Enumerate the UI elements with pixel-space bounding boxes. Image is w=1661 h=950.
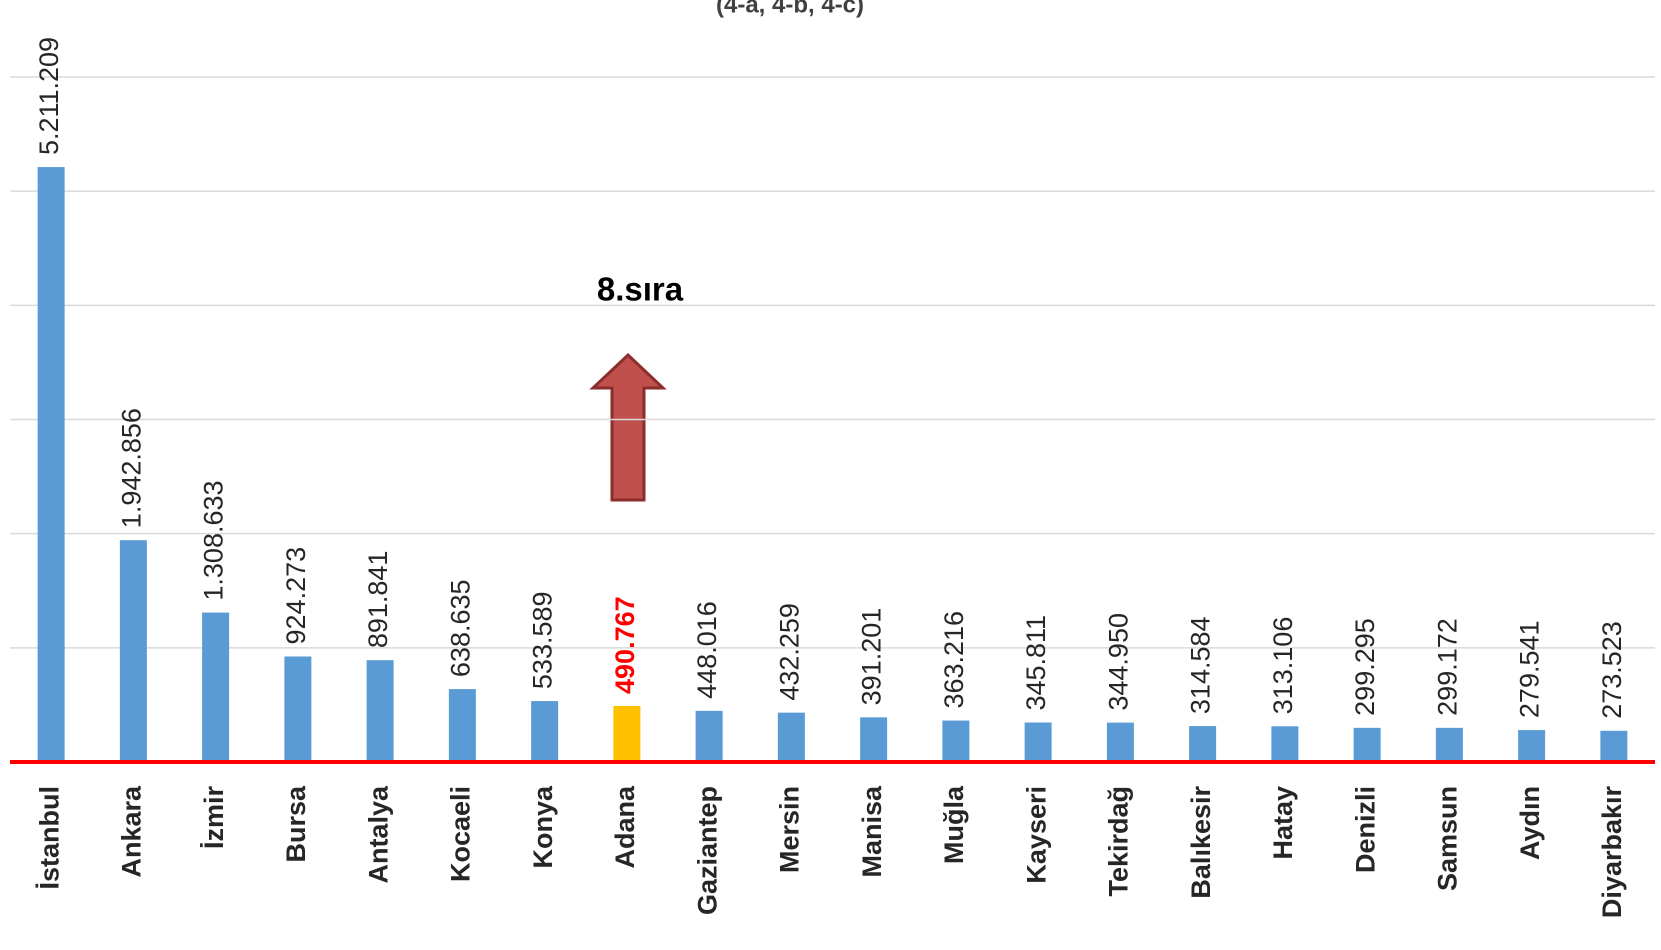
bar [1353,727,1381,762]
value-label: 299.172 [1433,618,1463,716]
value-label: 924.273 [281,547,311,645]
bar [942,720,970,762]
value-label: 299.295 [1350,618,1380,716]
bar [1271,726,1299,762]
value-label: 344.950 [1104,613,1134,711]
x-tick-label: Aydın [1515,786,1545,860]
bar [613,705,641,762]
bar [1518,730,1546,762]
bar [37,167,65,762]
x-tick-label: Ankara [117,785,147,878]
bar [1106,722,1134,762]
bar [1435,727,1463,762]
bar [119,540,147,762]
value-label: 363.216 [939,611,969,709]
bar [860,717,888,762]
chart-title: (4-a, 4-b, 4-c) [716,0,864,18]
value-label: 891.841 [363,551,393,649]
x-tick-label: Denizli [1350,786,1380,873]
bar [1189,726,1217,762]
value-label: 490.767 [610,596,640,694]
x-tick-label: Samsun [1433,786,1463,891]
x-tick-label: Kocaeli [446,786,476,882]
bar [284,656,312,762]
x-tick-label: İstanbul [34,786,64,890]
x-tick-label: İzmir [199,786,229,850]
value-label: 1.942.856 [117,408,147,528]
value-label: 273.523 [1597,621,1627,719]
x-tick-label: Gaziantep [692,786,722,915]
x-tick-label: Antalya [363,785,393,884]
value-label: 448.016 [692,601,722,699]
value-label: 5.211.209 [34,37,64,155]
bar [1600,730,1628,762]
bar [448,689,476,762]
x-tick-label: Manisa [857,785,887,878]
x-tick-label: Kayseri [1021,786,1051,884]
x-tick-label: Muğla [939,785,969,864]
x-tick-label: Hatay [1268,786,1298,860]
bar [777,712,805,762]
bar [1024,722,1052,762]
x-tick-label: Diyarbakır [1597,786,1627,919]
arrow [589,352,667,502]
x-tick-label: Bursa [281,785,311,863]
value-label: 638.635 [446,579,476,677]
value-label: 279.541 [1515,620,1545,718]
x-tick-label: Balıkesir [1186,786,1216,899]
bar [202,612,230,762]
bar [695,710,723,762]
value-label: 345.811 [1021,615,1051,711]
x-tick-label: Mersin [775,786,805,873]
x-tick-label: Tekirdağ [1104,786,1134,897]
value-label: 391.201 [857,608,887,706]
bar [366,660,394,762]
x-tick-label: Konya [528,785,558,869]
value-label: 1.308.633 [199,480,229,600]
x-tick-label: Adana [610,785,640,869]
value-label: 314.584 [1186,616,1216,714]
annotation: 8.sıra [597,271,684,308]
value-label: 533.589 [528,591,558,689]
value-label: 313.106 [1268,617,1298,715]
value-label: 432.259 [775,603,805,701]
bar [531,701,559,762]
